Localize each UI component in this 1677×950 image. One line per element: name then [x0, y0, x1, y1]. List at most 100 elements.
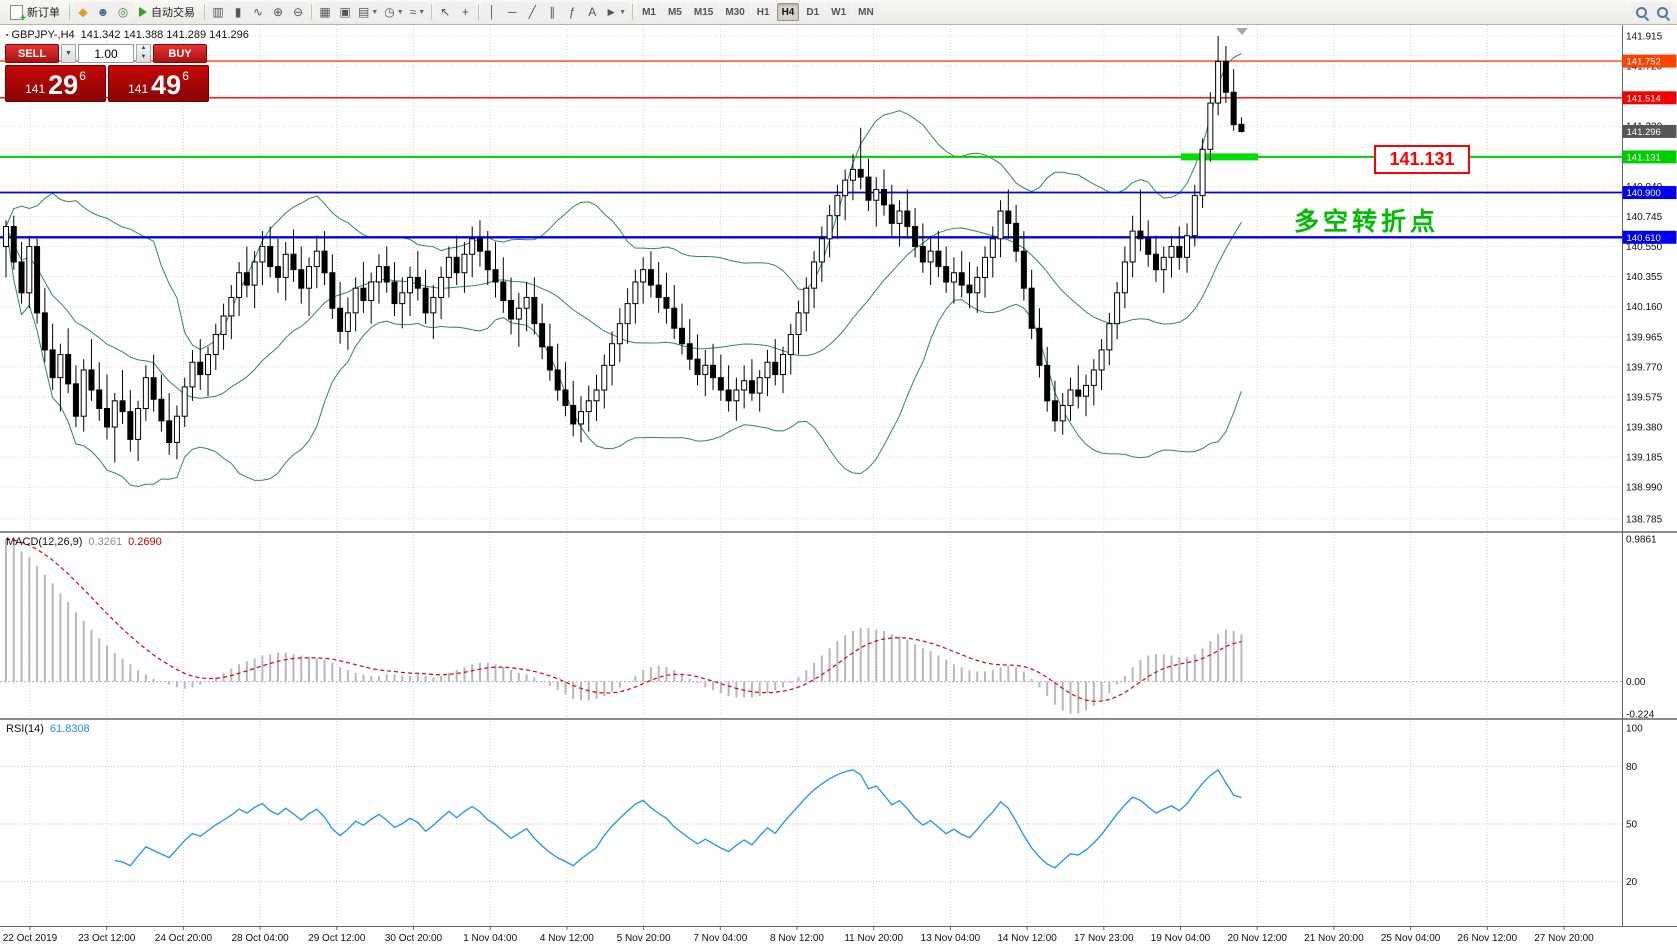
horizontal-line-button[interactable]: ─: [502, 2, 523, 22]
market-watch-button[interactable]: ◆: [73, 2, 93, 22]
time-axis[interactable]: 22 Oct 2019 23 Oct 12:00 24 Oct 20:00 28 Oc…: [3, 926, 1594, 944]
text-label-button[interactable]: A: [582, 2, 603, 22]
price-badge-141.131: 141.131: [1622, 150, 1677, 164]
new-order-button[interactable]: 新订单: [4, 2, 66, 24]
volume-down-icon[interactable]: ▼: [140, 53, 147, 60]
trendline-icon: ╱: [528, 5, 536, 19]
price-callout-box[interactable]: 141.131: [1374, 145, 1470, 174]
search-symbol-button[interactable]: [1631, 2, 1652, 22]
toolbar: 新订单 ◆☻◎ 自动交易 ▥▮∿ ⊕⊖ ▦▣▤▼◷▼≈▼ ↖+ │─╱∥ƒA►▼…: [0, 0, 1677, 25]
market-watch-icon: ◆: [78, 5, 88, 19]
svg-text:7 Nov 04:00: 7 Nov 04:00: [693, 933, 747, 944]
svg-text:25 Nov 04:00: 25 Nov 04:00: [1381, 933, 1441, 944]
svg-text:141.915: 141.915: [1626, 31, 1663, 42]
toolbar-separator: [431, 4, 433, 20]
zoom-in-button[interactable]: ⊕: [268, 2, 288, 22]
svg-text:0.9861: 0.9861: [1626, 535, 1657, 546]
timeframe-m30[interactable]: M30: [720, 3, 750, 21]
fibonacci-button[interactable]: ƒ: [562, 2, 583, 22]
svg-text:50: 50: [1626, 820, 1638, 831]
svg-text:140.610: 140.610: [1627, 233, 1661, 244]
autotrading-button[interactable]: 自动交易: [133, 2, 201, 22]
svg-text:139.575: 139.575: [1626, 392, 1663, 403]
chevron-down-icon: ▼: [619, 8, 627, 16]
trendline-button[interactable]: ╱: [522, 2, 543, 22]
svg-text:17 Nov 23:00: 17 Nov 23:00: [1074, 933, 1134, 944]
zoom-out-icon: ⊖: [292, 5, 304, 19]
svg-text:138.990: 138.990: [1626, 483, 1663, 494]
terminal-button[interactable]: ◎: [113, 2, 133, 22]
equidistant-channel-button[interactable]: ∥: [542, 2, 563, 22]
volume-input[interactable]: [78, 44, 134, 63]
svg-text:141.131: 141.131: [1627, 152, 1661, 163]
svg-text:140.745: 140.745: [1626, 212, 1663, 223]
timeframe-w1[interactable]: W1: [826, 3, 852, 21]
new-order-label: 新订单: [27, 7, 60, 19]
autotrading-play-icon: [139, 7, 147, 17]
chevron-down-icon: ▼: [396, 8, 404, 16]
sell-button[interactable]: SELL: [5, 44, 59, 63]
sell-price-pip: 6: [79, 69, 86, 83]
arrows-icon: ►: [605, 5, 618, 19]
candlestick-series: [3, 35, 1245, 463]
volume-dropdown-button[interactable]: ▼: [61, 44, 76, 63]
chart-shift-marker-icon[interactable]: [1236, 28, 1248, 35]
crosshair-icon: +: [461, 5, 469, 19]
rsi-panel: [0, 765, 1622, 883]
buy-button[interactable]: BUY: [153, 44, 207, 63]
timeframe-h1[interactable]: H1: [751, 3, 775, 21]
svg-text:139.965: 139.965: [1626, 332, 1663, 343]
crosshair-button[interactable]: +: [455, 2, 476, 22]
horizontal-line-icon: ─: [507, 5, 517, 19]
timeframe-mn[interactable]: MN: [853, 3, 879, 21]
volume-stepper[interactable]: ▲ ▼: [136, 44, 151, 63]
timeframe-d1[interactable]: D1: [801, 3, 825, 21]
candlestick-chart-icon: ▮: [234, 5, 242, 19]
candlestick-chart-button[interactable]: ▮: [228, 2, 248, 22]
equidistant-channel-icon: ∥: [549, 5, 556, 19]
svg-text:30 Oct 20:00: 30 Oct 20:00: [385, 933, 443, 944]
highlight-segment[interactable]: [1181, 153, 1258, 161]
data-window-button[interactable]: ☻: [93, 2, 113, 22]
toolbar-separator: [311, 4, 312, 20]
price-badge-141.514: 141.514: [1622, 91, 1677, 105]
timeframe-h4[interactable]: H4: [776, 3, 800, 21]
timeframe-m1[interactable]: M1: [637, 3, 661, 21]
arrows-button[interactable]: ► ▼: [602, 2, 630, 22]
line-chart-button[interactable]: ∿: [248, 2, 268, 22]
bar-chart-button[interactable]: ▥: [208, 2, 228, 22]
svg-text:138.785: 138.785: [1626, 514, 1663, 525]
volume-up-icon[interactable]: ▲: [140, 45, 147, 51]
timeframe-m15[interactable]: M15: [688, 3, 719, 21]
timeframe-m5[interactable]: M5: [662, 3, 687, 21]
cascade-windows-button[interactable]: ▣: [335, 2, 355, 22]
rsi-indicator-label: RSI(14) 61.8308: [6, 723, 90, 735]
search-button[interactable]: [1652, 2, 1673, 22]
indicators-button[interactable]: ≈ ▼: [406, 2, 429, 22]
chart-period-icon: ◷: [384, 5, 395, 19]
macd-main-value: 0.3261: [88, 536, 123, 548]
new-chart-button[interactable]: ▤ ▼: [355, 2, 382, 22]
price-axis-line: [1622, 25, 1623, 926]
zoom-out-button[interactable]: ⊖: [288, 2, 308, 22]
chart-canvas[interactable]: 22 Oct 2019 23 Oct 12:00 24 Oct 20:00 28 Oc…: [0, 25, 1677, 950]
terminal-icon: ◎: [117, 5, 129, 19]
search-symbol-icon: [1634, 5, 1649, 20]
text-label-icon: A: [588, 5, 597, 19]
new-chart-icon: ▤: [358, 5, 370, 19]
panel-separator[interactable]: [0, 718, 1677, 720]
chart-period-button[interactable]: ◷ ▼: [381, 2, 407, 22]
svg-text:0.00: 0.00: [1626, 677, 1646, 688]
cursor-button[interactable]: ↖: [435, 2, 456, 22]
panel-separator[interactable]: [0, 531, 1677, 533]
bollinger-bands: [5, 53, 1242, 488]
toolbar-separator: [478, 4, 480, 20]
chart-annotation-text[interactable]: 多空转折点: [1294, 208, 1440, 236]
autotrading-label: 自动交易: [151, 7, 195, 19]
vertical-line-button[interactable]: │: [482, 2, 503, 22]
tile-windows-button[interactable]: ▦: [315, 2, 335, 22]
sell-price-button[interactable]: 141 29 6: [5, 65, 106, 102]
buy-price-button[interactable]: 141 49 6: [108, 65, 209, 102]
svg-text:140.550: 140.550: [1626, 242, 1663, 253]
